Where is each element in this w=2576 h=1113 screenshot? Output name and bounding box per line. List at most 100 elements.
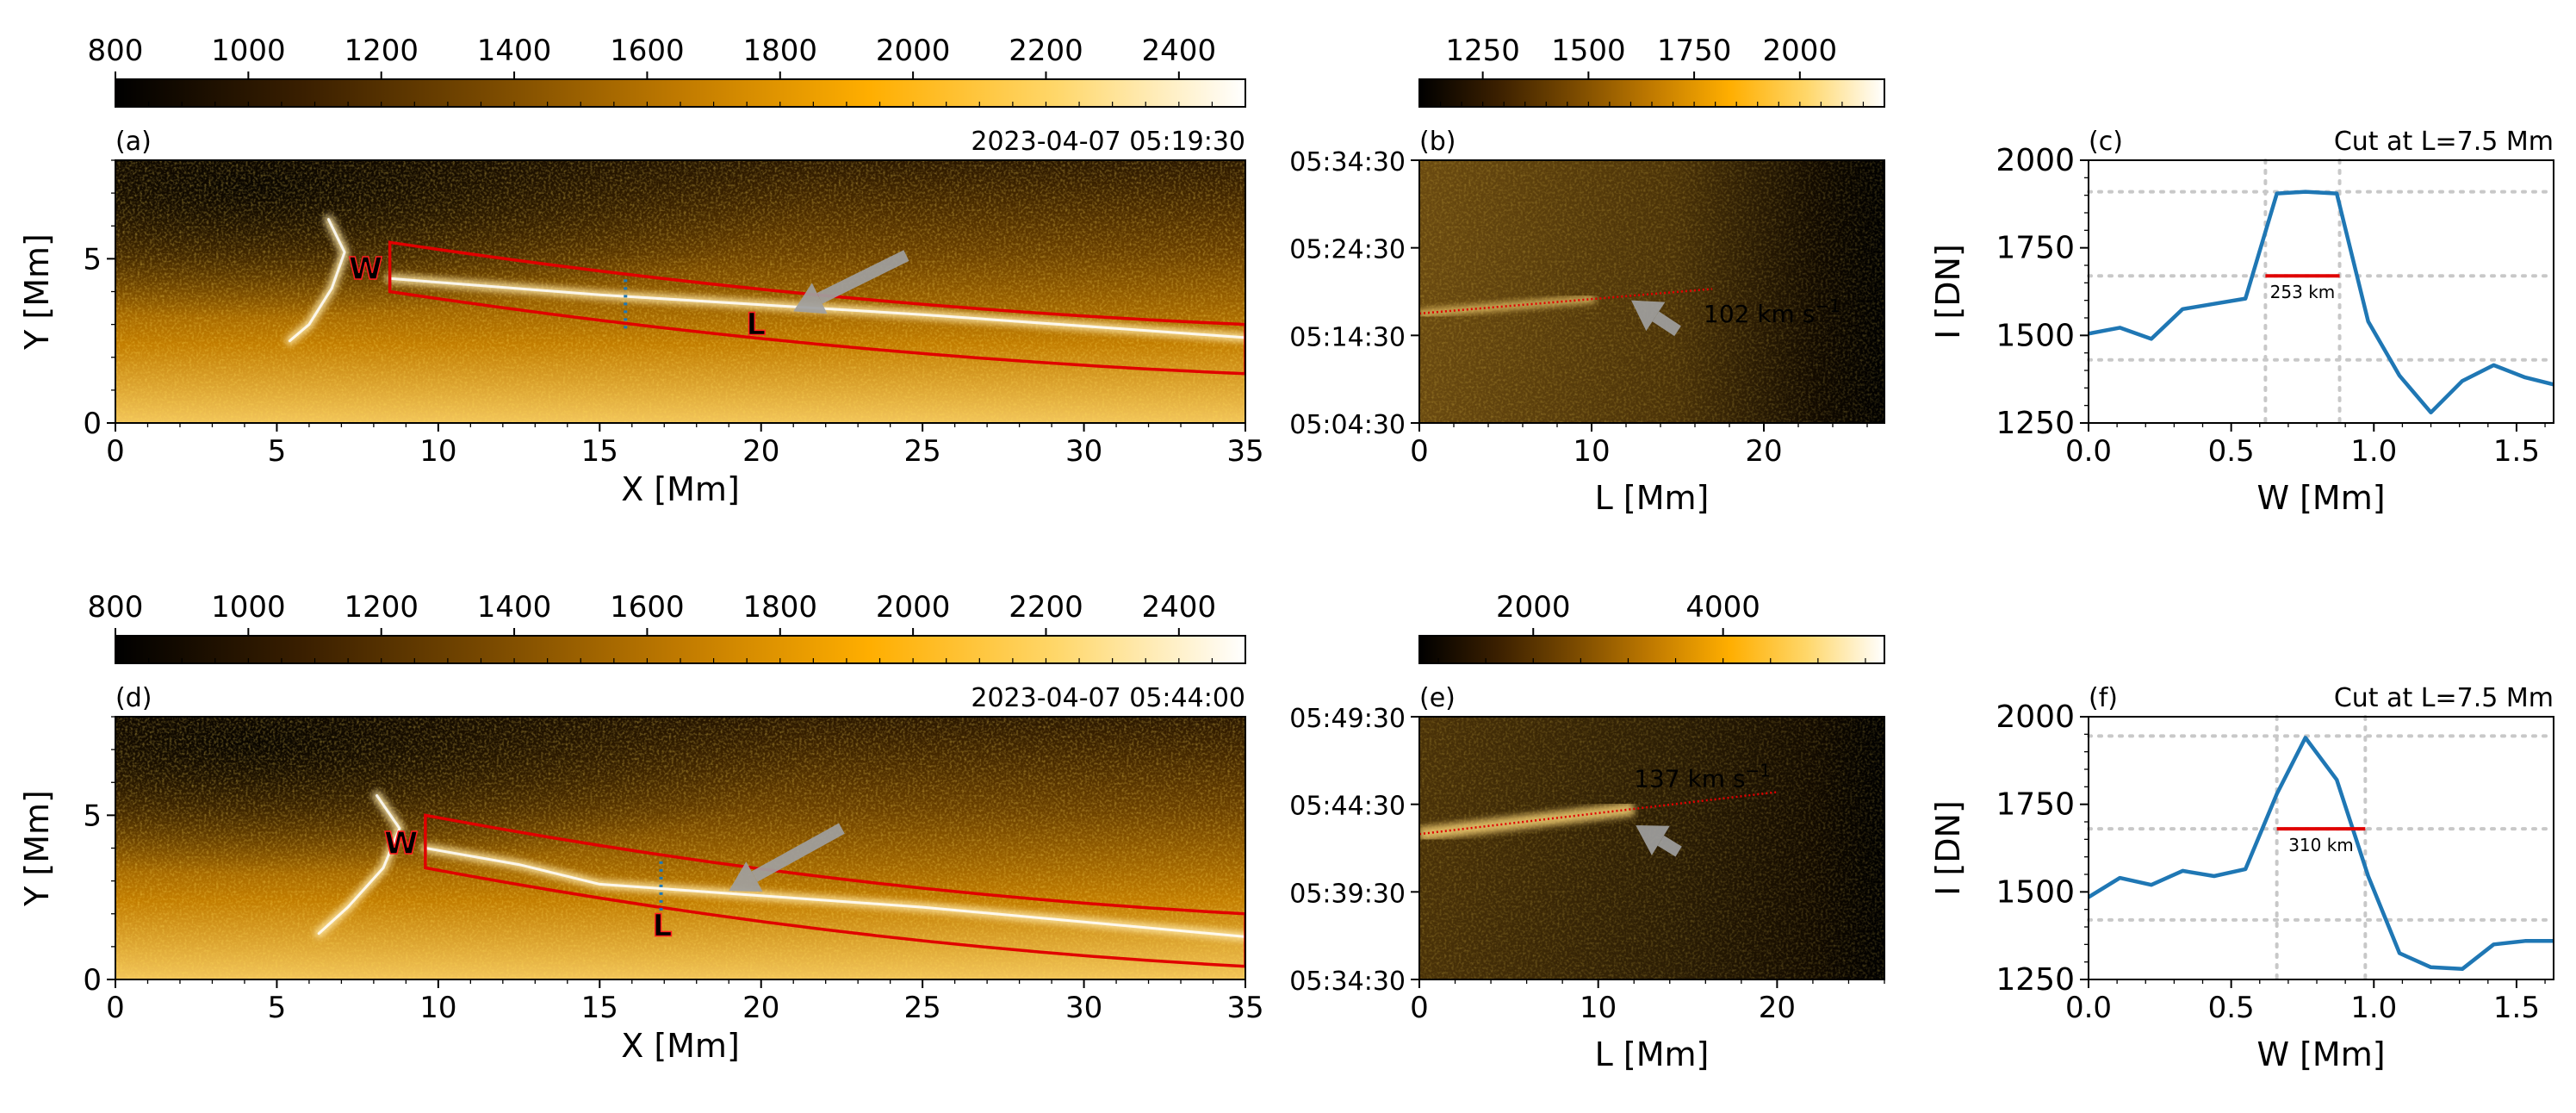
profile-line: [2088, 190, 2554, 415]
x-tick-label: 5: [268, 991, 287, 1025]
x-tick-label: 0.5: [2208, 434, 2255, 469]
panel-title: Cut at L=7.5 Mm: [2334, 683, 2554, 713]
colorbar-d: 800 1000 1200 1400 1600 1800 2000 2200 2400: [88, 590, 1246, 664]
colorbar-tick-label: 2000: [876, 590, 951, 625]
red-box: [424, 813, 1245, 968]
x-tick-label: 20: [742, 434, 779, 469]
colorbar-tick-label: 1600: [610, 590, 685, 625]
panel-label: (a): [115, 127, 152, 157]
colorbar-tick-label: 2400: [1142, 590, 1217, 625]
colorbar-a: 800 1000 1200 1400 1600 1800 2000 2200 2400: [88, 34, 1246, 108]
x-tick-label: 20: [1745, 434, 1782, 469]
x-axis-label: L [Mm]: [1595, 479, 1710, 517]
y-tick-label: 05:04:30: [1289, 410, 1406, 440]
panel-label: (c): [2089, 127, 2123, 157]
colorbar-tick-label: 1000: [211, 34, 286, 68]
y-tick-label: 0: [83, 407, 102, 441]
x-axis-label: X [Mm]: [621, 470, 740, 508]
x-tick-label: 10: [1573, 434, 1610, 469]
panel-b: 102 km s−1(b)0 10 2005:04:3005:14:3005:24:…: [1289, 127, 1885, 517]
colorbar-tick-label: 4000: [1685, 590, 1760, 625]
x-tick-label: 20: [742, 991, 779, 1025]
colorbar-tick-label: 1200: [344, 590, 419, 625]
panel-label: (f): [2089, 683, 2118, 713]
x-axis-label: X [Mm]: [621, 1027, 740, 1065]
pointer-arrow-head: [1636, 825, 1670, 855]
fwhm-label: 253 km: [2270, 282, 2336, 302]
x-tick-label: 1.0: [2350, 434, 2397, 469]
y-tick-label: 05:39:30: [1289, 879, 1406, 909]
speed-exponent: −1: [1815, 295, 1840, 316]
x-tick-label: 10: [419, 991, 456, 1025]
pointer-arrow-head: [1631, 300, 1666, 332]
colorbar-tick-label: 800: [88, 590, 144, 625]
colorbar-tick-label: 1800: [742, 34, 817, 68]
label-l: L: [653, 908, 673, 943]
y-tick-label: 1500: [1996, 318, 2075, 353]
label-w: W: [384, 826, 419, 861]
pointer-arrow-head: [729, 861, 763, 892]
colorbar-tick-label: 2000: [1496, 590, 1571, 625]
x-tick-label: 1.0: [2350, 991, 2397, 1025]
x-axis-label: L [Mm]: [1595, 1035, 1710, 1073]
x-tick-label: 15: [581, 434, 618, 469]
x-tick-label: 0.0: [2065, 991, 2112, 1025]
y-tick-label: 5: [83, 242, 102, 277]
x-tick-label: 35: [1226, 434, 1263, 469]
x-tick-label: 30: [1065, 434, 1102, 469]
image-noise: [115, 160, 1245, 423]
colorbar-tick-label: 2400: [1142, 34, 1217, 68]
y-tick-label: 05:44:30: [1289, 792, 1406, 822]
colorbar-b: 1250 1500 1750 2000: [1418, 34, 1885, 108]
bright-loop-core: [288, 218, 346, 343]
y-tick-label: 1750: [1996, 787, 2075, 823]
colorbar-tick-label: 2000: [1763, 34, 1838, 68]
x-axis-label: W [Mm]: [2256, 479, 2385, 517]
x-tick-label: 25: [904, 434, 941, 469]
colorbar-tick-label: 1200: [344, 34, 419, 68]
y-tick-label: 05:24:30: [1289, 235, 1406, 265]
panel-f: 310 km (f) Cut at L=7.5 Mm 0.0 0.5 1.0 1.5 1250…: [1929, 683, 2555, 1073]
axes-frame: [1418, 159, 1885, 424]
panel-label: (d): [115, 683, 152, 713]
bright-loop-core: [317, 794, 401, 936]
bright-loop-core: [388, 277, 1245, 339]
x-tick-label: 1.5: [2493, 434, 2540, 469]
x-tick-label: 25: [904, 991, 941, 1025]
y-axis-label: I [DN]: [1929, 800, 1967, 896]
y-axis-label: I [DN]: [1929, 244, 1967, 339]
x-axis-label: W [Mm]: [2256, 1035, 2385, 1073]
x-tick-label: 0.5: [2208, 991, 2255, 1025]
colorbar-bar: [1418, 635, 1885, 664]
pointer-arrow: [751, 823, 845, 882]
x-tick-label: 0: [106, 434, 125, 469]
colorbar-tick-label: 800: [88, 34, 144, 68]
fwhm-label: 310 km: [2288, 835, 2354, 855]
colorbar-tick-label: 2200: [1009, 34, 1083, 68]
x-tick-label: 15: [581, 991, 618, 1025]
x-tick-label: 0: [106, 991, 125, 1025]
timestamp: 2023-04-07 05:44:00: [971, 683, 1245, 713]
y-tick-label: 0: [83, 963, 102, 998]
y-tick-label: 1250: [1996, 962, 2075, 998]
x-tick-label: 30: [1065, 991, 1102, 1025]
panel-a: W L (a) 2023-04-07 05:19:30 0 5 10 15 20 25 30 35 0 5…: [18, 127, 1264, 508]
pointer-arrow: [1652, 311, 1681, 337]
colorbar-tick-label: 1500: [1551, 34, 1626, 68]
td-image-b: [1419, 160, 1884, 423]
colorbar-tick-label: 1600: [610, 34, 685, 68]
x-tick-label: 5: [268, 434, 287, 469]
colorbar-tick-label: 1400: [477, 590, 552, 625]
colorbar-e: 2000 4000: [1418, 590, 1885, 664]
x-tick-label: 10: [419, 434, 456, 469]
y-tick-label: 1250: [1996, 406, 2075, 441]
axes-frame: [2088, 159, 2554, 424]
y-tick-label: 2000: [1996, 143, 2075, 178]
y-tick-label: 05:34:30: [1289, 967, 1406, 997]
y-tick-label: 05:34:30: [1289, 147, 1406, 177]
colorbar-tick-label: 2000: [876, 34, 951, 68]
colorbar-tick-label: 1750: [1657, 34, 1732, 68]
panel-d: W L (d) 2023-04-07 05:44:00 0 5 10 15 20 25 30 35 0 5…: [18, 683, 1264, 1065]
y-tick-label: 1500: [1996, 874, 2075, 910]
